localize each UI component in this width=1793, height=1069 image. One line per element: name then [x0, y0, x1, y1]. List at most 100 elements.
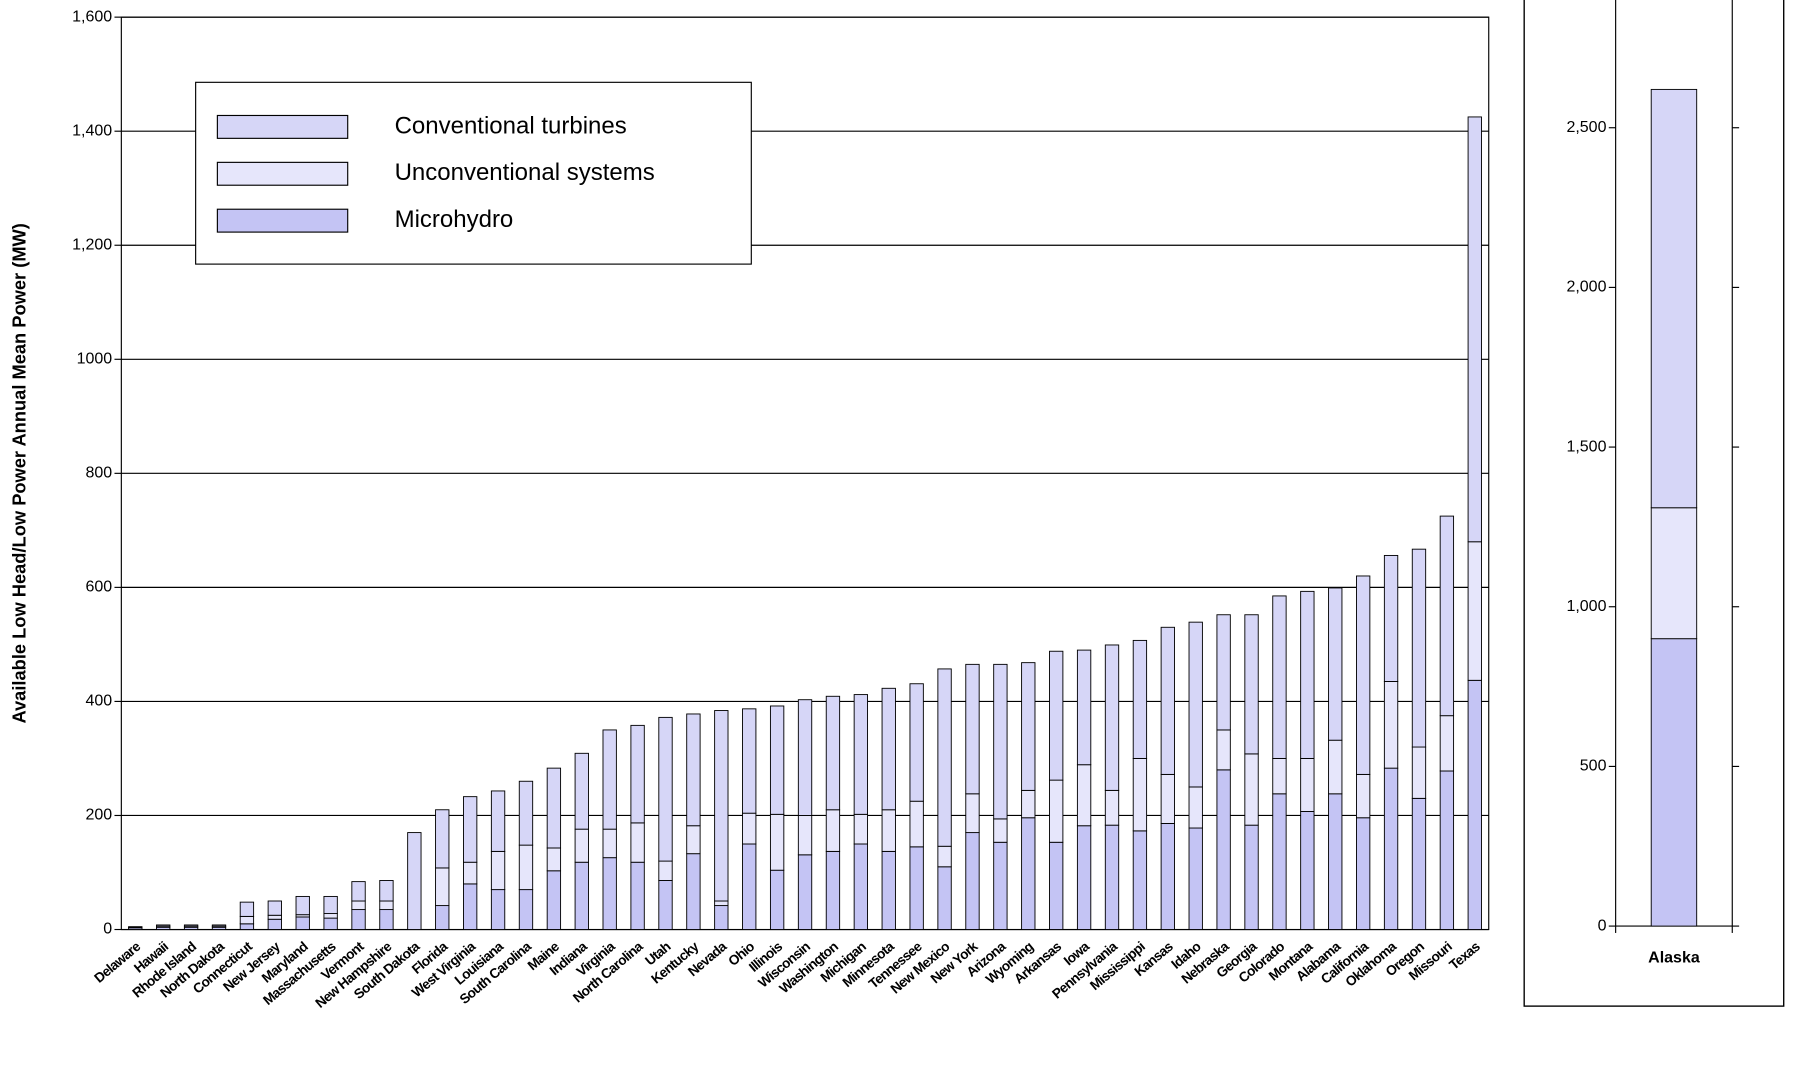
bar-segment	[1467, 116, 1482, 543]
y-tick-label: 0	[1598, 917, 1607, 934]
bar-segment	[1160, 822, 1175, 930]
legend-swatch	[216, 114, 349, 139]
bar-segment	[881, 850, 896, 930]
bar-segment	[993, 818, 1008, 843]
bar-segment	[714, 900, 729, 907]
bar-segment	[574, 861, 589, 930]
bar-segment	[993, 663, 1008, 820]
y-tick-label: 800	[85, 465, 112, 482]
y-tick-label: 1,000	[1566, 598, 1606, 615]
bar-segment	[1272, 757, 1287, 795]
y-tick-label: 200	[85, 807, 112, 824]
bar-segment	[881, 809, 896, 852]
bar-segment	[630, 822, 645, 863]
bar-segment	[379, 909, 394, 930]
bar-segment	[183, 924, 199, 927]
bar-segment	[1049, 779, 1064, 843]
bar-segment	[769, 813, 785, 871]
bar-segment	[1411, 746, 1427, 799]
bar-segment	[714, 905, 729, 930]
bar-segment	[351, 900, 366, 911]
bar-segment	[1244, 824, 1259, 930]
bar-segment	[1383, 554, 1399, 682]
bar-segment	[742, 812, 757, 845]
bar-segment	[1076, 825, 1092, 930]
bar-segment	[1328, 587, 1343, 741]
bar-segment	[267, 900, 282, 916]
bar-segment	[1132, 639, 1148, 759]
bar-segment	[742, 843, 757, 930]
bar-segment	[1411, 797, 1427, 930]
bar-segment	[937, 845, 952, 868]
bar-segment	[1467, 541, 1482, 681]
bar-segment	[1650, 88, 1698, 509]
bar-segment	[435, 867, 450, 907]
bar-segment	[323, 917, 338, 930]
bar-segment	[686, 853, 701, 930]
bar-segment	[1300, 590, 1315, 759]
bar-segment	[965, 832, 980, 930]
bar-segment	[490, 889, 506, 930]
bar-segment	[407, 832, 422, 930]
bar-segment	[1216, 614, 1231, 731]
bar-segment	[602, 857, 617, 930]
bar-segment	[1049, 841, 1064, 930]
legend-label: Unconventional systems	[395, 159, 655, 186]
bar-segment	[742, 708, 757, 814]
bar-segment	[1104, 789, 1120, 826]
bar-segment	[602, 828, 617, 859]
bar-segment	[463, 861, 478, 885]
bar-segment	[1356, 773, 1371, 819]
bar-segment	[1439, 770, 1455, 930]
bar-segment	[1160, 773, 1175, 824]
bar-segment	[937, 668, 952, 847]
bar-segment	[1076, 764, 1092, 827]
bar-segment	[658, 880, 673, 930]
y-tick-label: 0	[103, 921, 112, 938]
bar-segment	[769, 705, 785, 815]
bar-segment	[1467, 679, 1482, 930]
bar-segment	[1049, 650, 1064, 781]
bar-segment	[546, 767, 562, 849]
bar-segment	[1411, 548, 1427, 748]
bar-segment	[909, 683, 924, 802]
bar-segment	[546, 870, 562, 930]
x-tick-label: Alaska	[1648, 949, 1700, 966]
bar-segment	[1132, 830, 1148, 930]
bar-segment	[1188, 786, 1203, 829]
bar-segment	[1216, 729, 1231, 771]
bar-segment	[435, 905, 450, 930]
y-tick-label: 1,600	[72, 8, 112, 25]
bar-segment	[1439, 515, 1455, 717]
bar-segment	[1356, 575, 1371, 775]
bar-segment	[267, 914, 282, 920]
bar-segment	[463, 883, 478, 930]
bar-segment	[1244, 753, 1259, 826]
bar-segment	[295, 895, 310, 916]
bar-segment	[1021, 662, 1036, 791]
bar-segment	[490, 790, 506, 852]
bar-segment	[797, 815, 813, 856]
bar-segment	[881, 687, 896, 811]
bar-segment	[769, 869, 785, 930]
bar-segment	[1383, 767, 1399, 930]
bar-segment	[937, 866, 952, 930]
bar-segment	[1383, 681, 1399, 769]
bar-segment	[1160, 626, 1175, 775]
bar-segment	[574, 752, 589, 830]
bar-segment	[1244, 614, 1259, 755]
y-tick-label: 2,500	[1566, 119, 1606, 136]
bar-segment	[351, 881, 366, 902]
bar-segment	[714, 710, 729, 902]
bar-segment	[1188, 827, 1203, 930]
bar-segment	[602, 729, 617, 830]
bar-segment	[686, 825, 701, 855]
bar-segment	[658, 716, 673, 862]
bar-segment	[1439, 715, 1455, 772]
bar-segment	[323, 895, 338, 915]
bar-segment	[630, 724, 645, 824]
bar-segment	[1300, 811, 1315, 930]
bar-segment	[658, 860, 673, 881]
